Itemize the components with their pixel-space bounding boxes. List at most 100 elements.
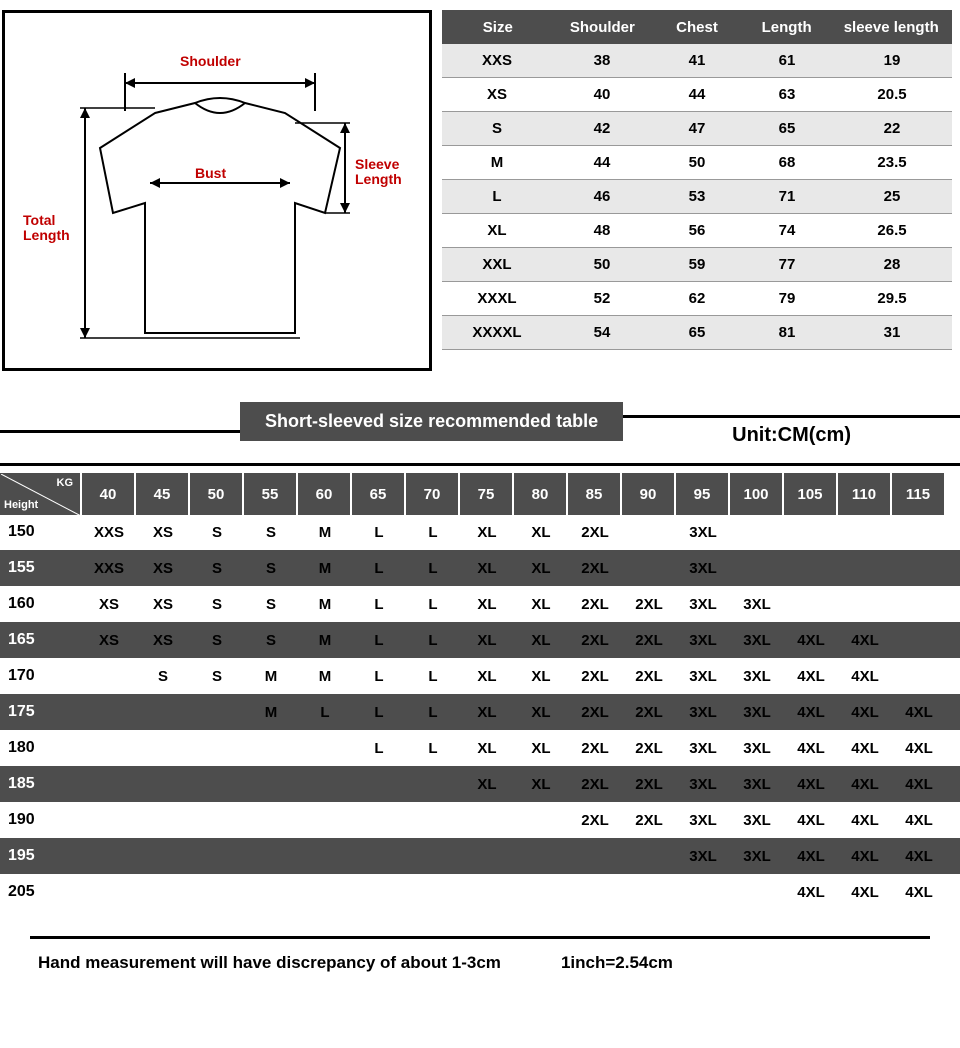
size-row: S42476522 [442, 112, 952, 146]
size-recommendation [244, 730, 298, 766]
size-recommendation: M [298, 514, 352, 550]
size-recommendation [298, 766, 352, 802]
weight-header: 70 [406, 473, 458, 515]
size-recommendation: 2XL [622, 694, 676, 730]
size-recommendation: 3XL [676, 658, 730, 694]
size-recommendation: 2XL [568, 766, 622, 802]
size-recommendation [460, 838, 514, 874]
cell-length: 77 [742, 256, 832, 273]
size-recommendation: 4XL [838, 838, 892, 874]
size-recommendation: 3XL [676, 802, 730, 838]
cell-sleeve: 25 [832, 188, 952, 205]
size-recommendation [190, 838, 244, 874]
size-recommendation: 4XL [838, 802, 892, 838]
size-recommendation: XL [514, 730, 568, 766]
size-recommendation: 4XL [838, 694, 892, 730]
size-recommendation: L [406, 622, 460, 658]
size-recommendation: L [352, 586, 406, 622]
cell-shoulder: 46 [552, 188, 652, 205]
unit-label: Unit:CM(cm) [623, 415, 960, 447]
size-recommendation: 4XL [784, 874, 838, 910]
height-cell: 180 [0, 730, 82, 766]
size-recommendation [406, 838, 460, 874]
size-recommendation [406, 874, 460, 910]
size-recommendation: 2XL [568, 550, 622, 586]
size-recommendation: 3XL [730, 802, 784, 838]
size-recommendation [298, 838, 352, 874]
size-recommendation [244, 802, 298, 838]
size-recommendation: 2XL [568, 586, 622, 622]
size-recommendation: S [244, 550, 298, 586]
height-cell: 150 [0, 514, 82, 550]
size-recommendation [82, 658, 136, 694]
weight-header: 80 [514, 473, 566, 515]
cell-shoulder: 44 [552, 154, 652, 171]
size-recommendation [514, 874, 568, 910]
size-recommendation [82, 694, 136, 730]
size-recommendation: L [352, 622, 406, 658]
size-recommendation [622, 874, 676, 910]
size-recommendation: L [406, 586, 460, 622]
size-recommendation [82, 730, 136, 766]
recommend-row: 2054XL4XL4XL [0, 874, 960, 910]
label-bust: Bust [195, 165, 226, 181]
size-recommendation [244, 874, 298, 910]
size-table-header: Size Shoulder Chest Length sleeve length [442, 10, 952, 44]
size-recommendation: M [244, 694, 298, 730]
note-inch: 1inch=2.54cm [561, 953, 673, 973]
size-recommendation [136, 838, 190, 874]
size-recommendation: 4XL [892, 730, 946, 766]
size-recommendation [514, 838, 568, 874]
size-recommendation [730, 874, 784, 910]
size-recommendation [82, 766, 136, 802]
recommend-row: 185XLXL2XL2XL3XL3XL4XL4XL4XL [0, 766, 960, 802]
cell-shoulder: 48 [552, 222, 652, 239]
size-recommendation: L [352, 550, 406, 586]
kg-label: KG [57, 477, 74, 489]
size-recommendation: L [352, 694, 406, 730]
height-cell: 170 [0, 658, 82, 694]
size-recommendation [244, 766, 298, 802]
cell-sleeve: 26.5 [832, 222, 952, 239]
size-recommendation: 2XL [622, 766, 676, 802]
cell-length: 81 [742, 324, 832, 341]
weight-header: 55 [244, 473, 296, 515]
size-recommendation: 2XL [622, 802, 676, 838]
cell-length: 65 [742, 120, 832, 137]
size-recommendation: XL [460, 658, 514, 694]
cell-size: XXS [442, 52, 552, 69]
size-recommendation [82, 874, 136, 910]
size-row: XXXXL54658131 [442, 316, 952, 350]
size-recommendation: XL [460, 622, 514, 658]
size-recommendation [622, 550, 676, 586]
size-recommendation: XL [514, 622, 568, 658]
size-recommendation: 3XL [676, 766, 730, 802]
size-recommendation: M [298, 622, 352, 658]
size-recommendation [838, 550, 892, 586]
size-recommendation [730, 550, 784, 586]
size-recommendation: 3XL [730, 766, 784, 802]
cell-length: 79 [742, 290, 832, 307]
size-recommendation: S [244, 586, 298, 622]
size-recommendation: 4XL [892, 766, 946, 802]
cell-length: 68 [742, 154, 832, 171]
cell-sleeve: 19 [832, 52, 952, 69]
size-recommendation: L [352, 514, 406, 550]
size-recommendation: 4XL [892, 838, 946, 874]
cell-chest: 53 [652, 188, 742, 205]
th-chest: Chest [652, 19, 742, 36]
cell-sleeve: 22 [832, 120, 952, 137]
size-recommendation: L [406, 694, 460, 730]
size-recommendation [190, 694, 244, 730]
size-recommendation: XL [514, 586, 568, 622]
size-recommendation: L [298, 694, 352, 730]
weight-header: 115 [892, 473, 944, 515]
size-row: XXXL52627929.5 [442, 282, 952, 316]
size-recommendation [460, 874, 514, 910]
size-recommendation [136, 694, 190, 730]
size-recommendation: 3XL [730, 838, 784, 874]
size-recommendation: 3XL [730, 730, 784, 766]
label-total: Total Length [23, 213, 70, 244]
cell-size: S [442, 120, 552, 137]
note-discrepancy: Hand measurement will have discrepancy o… [38, 953, 501, 973]
